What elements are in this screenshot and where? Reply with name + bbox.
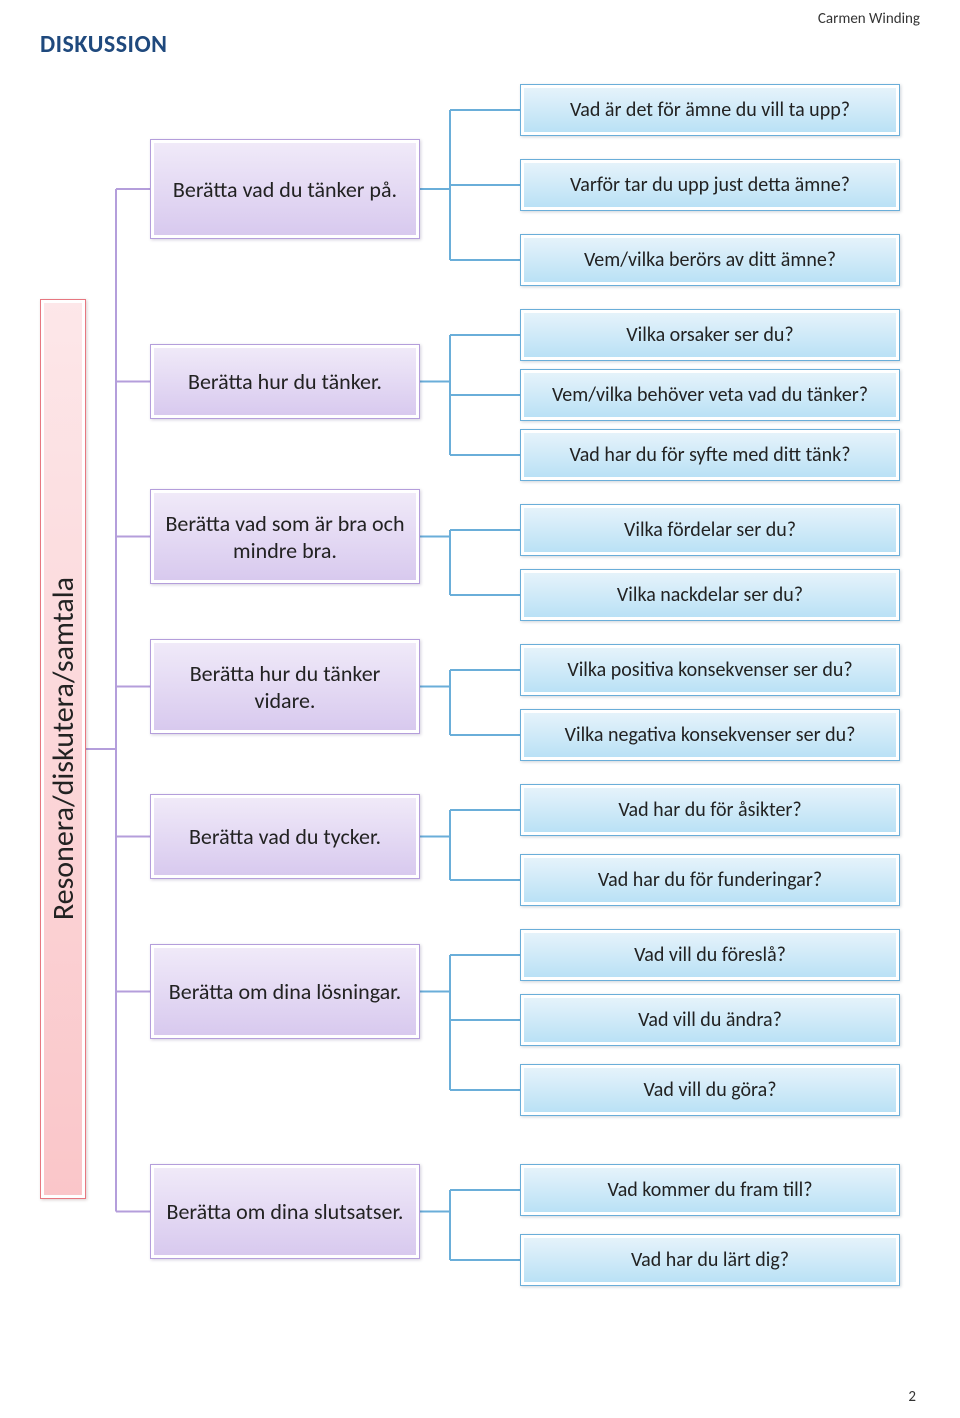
page-title: DISKUSSION <box>40 30 920 59</box>
leaf-node: Vem/vilka berörs av ditt ämne? <box>520 234 900 286</box>
leaf-node: Vad har du för syfte med ditt tänk? <box>520 429 900 481</box>
root-label: Resonera/diskutera/samtala <box>45 577 82 920</box>
root-node: Resonera/diskutera/samtala <box>40 299 86 1199</box>
leaf-node: Vilka positiva konsekvenser ser du? <box>520 644 900 696</box>
leaf-node: Vem/vilka behöver veta vad du tänker? <box>520 369 900 421</box>
leaf-node: Vad vill du föreslå? <box>520 929 900 981</box>
leaf-node: Varför tar du upp just detta ämne? <box>520 159 900 211</box>
mid-node: Berätta hur du tänker vidare. <box>150 639 420 734</box>
leaf-node: Vad är det för ämne du vill ta upp? <box>520 84 900 136</box>
author-name: Carmen Winding <box>818 10 920 28</box>
leaf-node: Vilka orsaker ser du? <box>520 309 900 361</box>
leaf-node: Vad vill du göra? <box>520 1064 900 1116</box>
page-number: 2 <box>908 1388 916 1406</box>
leaf-node: Vad vill du ändra? <box>520 994 900 1046</box>
mid-node: Berätta om dina slutsatser. <box>150 1164 420 1259</box>
leaf-node: Vad har du för åsikter? <box>520 784 900 836</box>
leaf-node: Vad har du lärt dig? <box>520 1234 900 1286</box>
mid-node: Berätta hur du tänker. <box>150 344 420 419</box>
leaf-node: Vad kommer du fram till? <box>520 1164 900 1216</box>
leaf-node: Vad har du för funderingar? <box>520 854 900 906</box>
leaf-node: Vilka negativa konsekvenser ser du? <box>520 709 900 761</box>
leaf-node: Vilka nackdelar ser du? <box>520 569 900 621</box>
leaf-node: Vilka fördelar ser du? <box>520 504 900 556</box>
mid-node: Berätta vad du tycker. <box>150 794 420 879</box>
mid-node: Berätta vad du tänker på. <box>150 139 420 239</box>
diagram-container: Resonera/diskutera/samtala Berätta vad d… <box>40 84 920 1374</box>
mid-node: Berätta om dina lösningar. <box>150 944 420 1039</box>
mid-node: Berätta vad som är bra och mindre bra. <box>150 489 420 584</box>
